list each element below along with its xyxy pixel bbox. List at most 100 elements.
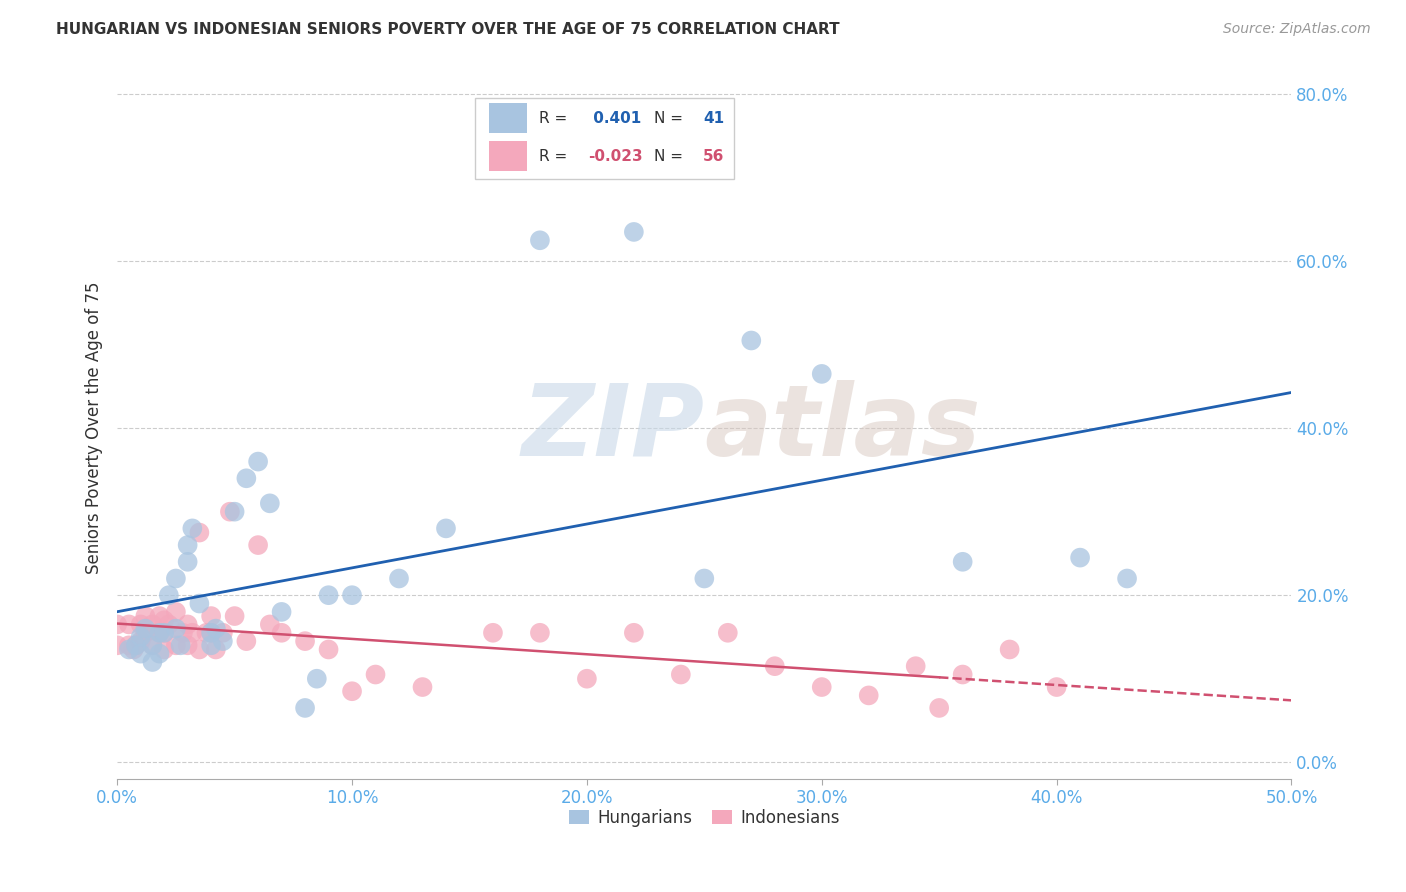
Point <box>388 572 411 586</box>
Point <box>188 525 211 540</box>
Point <box>122 642 145 657</box>
Point <box>200 625 222 640</box>
Point <box>176 617 198 632</box>
Y-axis label: Seniors Poverty Over the Age of 75: Seniors Poverty Over the Age of 75 <box>86 282 103 574</box>
Point <box>165 622 187 636</box>
Point <box>200 638 222 652</box>
Point <box>181 521 204 535</box>
Point <box>157 617 180 632</box>
Point <box>482 625 505 640</box>
Point <box>364 667 387 681</box>
Point <box>294 701 316 715</box>
Point <box>129 617 152 632</box>
Point <box>205 622 228 636</box>
Point <box>669 667 692 681</box>
Point <box>153 625 176 640</box>
Point <box>411 680 433 694</box>
Point <box>157 588 180 602</box>
Point <box>529 233 551 247</box>
FancyBboxPatch shape <box>475 98 734 179</box>
Text: R =: R = <box>538 111 572 126</box>
Point <box>259 617 281 632</box>
Point <box>125 638 148 652</box>
Text: HUNGARIAN VS INDONESIAN SENIORS POVERTY OVER THE AGE OF 75 CORRELATION CHART: HUNGARIAN VS INDONESIAN SENIORS POVERTY … <box>56 22 839 37</box>
Point <box>340 588 363 602</box>
Point <box>224 609 246 624</box>
Point <box>224 505 246 519</box>
Point <box>623 625 645 640</box>
Point <box>318 642 340 657</box>
Point <box>529 625 551 640</box>
Point <box>259 496 281 510</box>
Point <box>717 625 740 640</box>
Point <box>118 617 141 632</box>
Point <box>134 625 156 640</box>
Point <box>270 605 292 619</box>
Point <box>129 647 152 661</box>
Text: 56: 56 <box>703 148 724 163</box>
Point <box>129 634 152 648</box>
Point <box>247 538 270 552</box>
Text: Source: ZipAtlas.com: Source: ZipAtlas.com <box>1223 22 1371 37</box>
Point <box>858 689 880 703</box>
Point <box>740 334 762 348</box>
Point <box>118 638 141 652</box>
Point <box>1045 680 1067 694</box>
Point <box>176 538 198 552</box>
Text: 41: 41 <box>703 111 724 126</box>
Point <box>153 625 176 640</box>
Point <box>105 638 128 652</box>
Point <box>188 597 211 611</box>
Point <box>235 634 257 648</box>
Point <box>134 622 156 636</box>
Legend: Hungarians, Indonesians: Hungarians, Indonesians <box>562 803 846 834</box>
Point <box>148 609 170 624</box>
Point <box>125 638 148 652</box>
Point <box>153 642 176 657</box>
Point <box>129 630 152 644</box>
Point <box>219 505 242 519</box>
Point <box>134 609 156 624</box>
Point <box>141 638 163 652</box>
Point <box>188 642 211 657</box>
Point <box>205 642 228 657</box>
Point <box>165 605 187 619</box>
Point <box>165 638 187 652</box>
Point <box>810 680 832 694</box>
Text: N =: N = <box>654 111 688 126</box>
Point <box>169 638 191 652</box>
Point <box>181 625 204 640</box>
Point <box>165 572 187 586</box>
Point <box>176 555 198 569</box>
Point <box>212 634 235 648</box>
Point <box>998 642 1021 657</box>
Point <box>148 647 170 661</box>
Point <box>952 667 974 681</box>
Text: R =: R = <box>538 148 572 163</box>
Point <box>623 225 645 239</box>
Point <box>693 572 716 586</box>
Point <box>247 454 270 468</box>
Point <box>952 555 974 569</box>
Point <box>141 655 163 669</box>
FancyBboxPatch shape <box>489 103 527 133</box>
Text: -0.023: -0.023 <box>588 148 643 163</box>
Point <box>153 613 176 627</box>
Text: N =: N = <box>654 148 688 163</box>
Point <box>810 367 832 381</box>
Text: 0.401: 0.401 <box>588 111 641 126</box>
Point <box>340 684 363 698</box>
Point <box>200 625 222 640</box>
Point <box>294 634 316 648</box>
FancyBboxPatch shape <box>489 141 527 170</box>
Point <box>235 471 257 485</box>
Point <box>195 625 218 640</box>
Point <box>763 659 786 673</box>
Point <box>434 521 457 535</box>
Point <box>200 609 222 624</box>
Point <box>148 625 170 640</box>
Point <box>141 638 163 652</box>
Point <box>1116 572 1139 586</box>
Point <box>148 625 170 640</box>
Point <box>118 642 141 657</box>
